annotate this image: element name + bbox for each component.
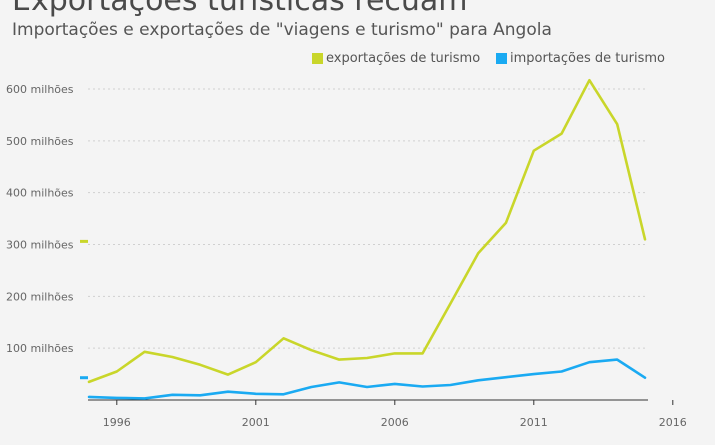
y-axis: 100 milhões 200 milhões 300 milhões 400 mil… [6, 83, 74, 355]
legend-label-exports: exportações de turismo [326, 51, 481, 66]
legend-item-exports: exportações de turismo [312, 51, 480, 66]
x-tick-label: 2006 [381, 416, 409, 429]
chart-title: Exportações turísticas recuam [12, 0, 468, 18]
x-axis: 1996 2001 2006 2011 2016 [88, 399, 687, 429]
x-tick-label: 2001 [242, 416, 270, 429]
series-line-exports [87, 78, 647, 384]
y-tick-label: 100 milhões [6, 342, 74, 355]
x-tick-label: 2011 [520, 416, 548, 429]
chart-subtitle: Importações e exportações de "viagens e … [12, 20, 552, 40]
series-lines [87, 78, 647, 400]
y-tick-label: 200 milhões [6, 290, 74, 303]
x-tick-label: 2016 [659, 416, 687, 429]
y-tick-label: 300 milhões [6, 239, 74, 252]
y-tick-label: 600 milhões [6, 83, 74, 96]
grid-lines [88, 88, 648, 349]
series-line-imports [87, 358, 647, 400]
legend-swatch-exports [312, 53, 323, 64]
end-markers [80, 239, 88, 380]
legend-item-imports: importações de turismo [496, 51, 665, 66]
y-tick-label: 500 milhões [6, 135, 74, 148]
legend-swatch-imports [496, 53, 507, 64]
y-tick-label: 400 milhões [6, 187, 74, 200]
x-tick-label: 1996 [103, 416, 131, 429]
legend-label-imports: importações de turismo [510, 51, 665, 66]
